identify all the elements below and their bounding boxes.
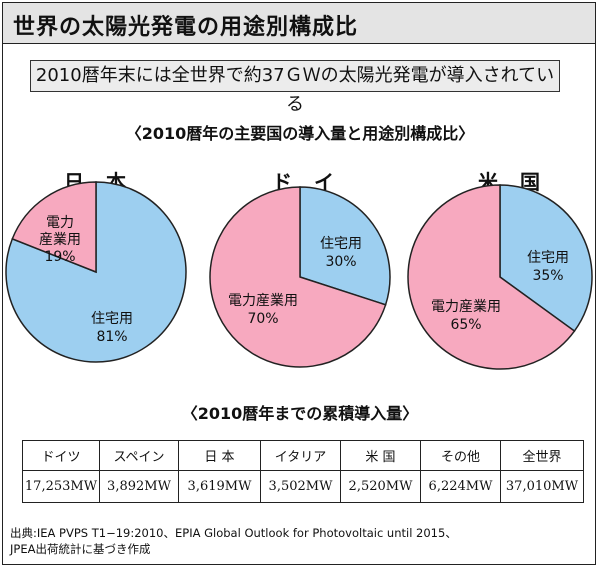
table-cell: 37,010MW [500,470,584,503]
table-cell: 2,520MW [340,470,421,503]
usa-industrial-label: 電力産業用 [431,299,501,315]
table-cell: 17,253MW [22,470,100,503]
usa-residential-pct: 35% [532,268,563,284]
table-header-cell: 米 国 [340,440,421,471]
table-header-cell: 日 本 [178,440,261,471]
japan-industrial-pct: 19% [44,249,75,265]
table-cell: 3,502MW [260,470,341,503]
japan-industrial-label-line1: 電力 [46,215,74,231]
table-cell: 6,224MW [420,470,501,503]
table-subtitle: 〈2010暦年までの累積導入量〉 [181,404,419,423]
table-cell: 3,892MW [99,470,179,503]
table-header-cell: イタリア [260,440,341,471]
usa-residential-slice [499,184,593,333]
japan-residential-label: 住宅用 [91,311,133,327]
germany-residential-pct: 30% [325,254,356,270]
usa-industrial-slice [407,184,576,370]
japan-residential-pct: 81% [96,329,127,345]
source-line-1: 出典:IEA PVPS T1−19:2010、EPIA Global Outlo… [10,526,457,540]
title-bar: 世界の太陽光発電の用途別構成比 [3,3,595,44]
pie-chart-japan [5,181,187,363]
pie-chart-germany [209,186,391,368]
japan-industrial-label-line2: 産業用 [39,232,81,248]
table-header-row: ドイツ スペイン 日 本 イタリア 米 国 その他 全世界 [22,440,584,471]
source-note: 出典:IEA PVPS T1−19:2010、EPIA Global Outlo… [10,525,590,557]
pie-chart-usa [407,184,593,370]
germany-industrial-label: 電力産業用 [228,293,298,309]
page-title: 世界の太陽光発電の用途別構成比 [13,15,359,40]
table-cell: 3,619MW [178,470,261,503]
summary-banner: 2010暦年末には全世界で約37ＧＷの太陽光発電が導入されている [30,60,560,115]
germany-industrial-pct: 70% [247,311,278,327]
japan-industrial-slice [11,181,97,274]
cumulative-table: ドイツ スペイン 日 本 イタリア 米 国 その他 全世界 17,253MW 3… [22,440,584,503]
germany-residential-label: 住宅用 [320,236,362,252]
table-header-cell: その他 [420,440,501,471]
germany-residential-slice [299,186,391,306]
table-row: 17,253MW 3,892MW 3,619MW 3,502MW 2,520MW… [22,470,584,503]
table-header-cell: スペイン [99,440,179,471]
germany-industrial-slice [209,186,387,368]
table-header-cell: 全世界 [500,440,584,471]
pies-subtitle: 〈2010暦年の主要国の導入量と用途別構成比〉 [125,124,475,143]
usa-industrial-pct: 65% [450,317,481,333]
source-line-2: JPEA出荷統計に基づき作成 [10,542,151,556]
table-header-cell: ドイツ [22,440,100,471]
usa-residential-label: 住宅用 [527,250,569,266]
